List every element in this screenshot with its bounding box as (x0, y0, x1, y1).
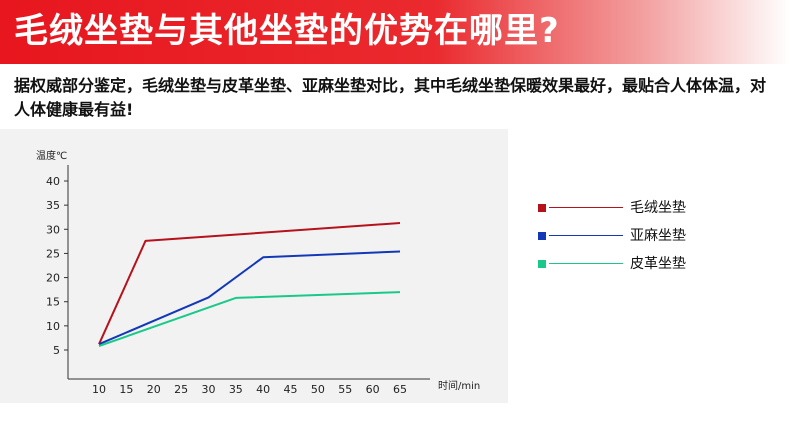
legend-label: 毛绒坐垫 (630, 200, 686, 216)
y-tick-label: 25 (46, 247, 60, 260)
x-tick-label: 50 (311, 383, 325, 396)
chart-legend: 毛绒坐垫亚麻坐垫皮革坐垫 (538, 199, 738, 283)
legend-item: 亚麻坐垫 (538, 227, 738, 255)
y-tick-label: 40 (46, 175, 60, 188)
x-tick-label: 30 (201, 383, 215, 396)
x-tick-label: 65 (393, 383, 407, 396)
y-tick-label: 10 (46, 320, 60, 333)
x-tick-label: 55 (338, 383, 352, 396)
title-banner: 毛绒坐垫与其他坐垫的优势在哪里? (0, 0, 790, 64)
x-tick-label: 15 (119, 383, 133, 396)
legend-swatch (538, 204, 546, 212)
x-tick-label: 45 (284, 383, 298, 396)
x-tick-label: 40 (256, 383, 270, 396)
legend-label: 亚麻坐垫 (630, 228, 686, 244)
legend-swatch (538, 260, 546, 268)
y-tick-label: 15 (46, 296, 60, 309)
temperature-chart: 5 10 15 20 25 30 35 40 10 15 20 25 30 35 40 45 50 55 60 65 温… (36, 149, 480, 396)
x-tick-label: 35 (229, 383, 243, 396)
x-tick-label: 20 (147, 383, 161, 396)
legend-line (549, 207, 623, 208)
intro-text: 据权威部分鉴定，毛绒坐垫与皮革坐垫、亚麻坐垫对比，其中毛绒坐垫保暖效果最好，最贴… (14, 76, 767, 119)
legend-line (549, 263, 623, 264)
y-tick-label: 30 (46, 223, 60, 236)
page-title: 毛绒坐垫与其他坐垫的优势在哪里? (14, 11, 560, 51)
y-tick-label: 20 (46, 272, 60, 285)
y-tick-label: 35 (46, 199, 60, 212)
x-tick-label: 25 (174, 383, 188, 396)
legend-line (549, 235, 623, 236)
x-axis-label: 时间/min (438, 379, 480, 392)
x-tick-label: 60 (366, 383, 380, 396)
legend-item: 毛绒坐垫 (538, 199, 738, 227)
series-line-3 (98, 291, 401, 348)
series-line-2 (98, 250, 401, 346)
legend-label: 皮革坐垫 (630, 256, 686, 272)
chart-panel: 5 10 15 20 25 30 35 40 10 15 20 25 30 35 40 45 50 55 60 65 温… (0, 129, 508, 403)
legend-item: 皮革坐垫 (538, 255, 738, 283)
y-tick-label: 5 (53, 344, 60, 357)
series-line-1 (98, 222, 401, 345)
y-axis-label: 温度℃ (36, 149, 67, 162)
legend-swatch (538, 232, 546, 240)
x-tick-label: 10 (92, 383, 106, 396)
